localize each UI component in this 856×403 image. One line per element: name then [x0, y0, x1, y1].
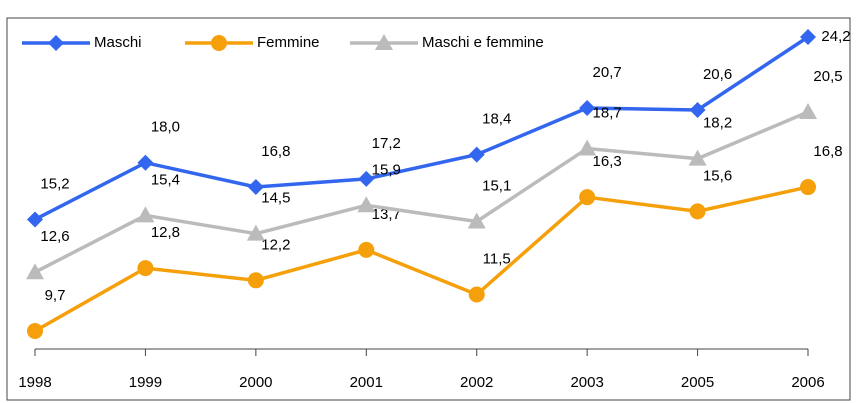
value-label: 16,3 [593, 153, 622, 170]
data-point [247, 272, 264, 289]
data-point [247, 179, 264, 196]
data-point [137, 154, 154, 171]
value-label: 16,8 [813, 143, 842, 160]
value-label: 17,2 [372, 135, 401, 152]
legend-label: Maschi e femmine [422, 34, 544, 51]
data-point [467, 212, 486, 229]
value-label: 11,5 [483, 250, 511, 267]
x-tick-label: 2001 [350, 374, 383, 391]
data-point [800, 29, 816, 45]
value-label: 14,5 [261, 190, 290, 207]
data-point [800, 179, 816, 196]
data-point [689, 101, 706, 118]
data-point [357, 196, 376, 213]
x-tick-label: 2000 [239, 374, 272, 391]
data-point [468, 146, 485, 163]
value-label: 18,2 [703, 115, 732, 132]
data-point [689, 203, 706, 220]
data-point [136, 206, 155, 223]
data-point [799, 103, 817, 120]
value-label: 12,2 [261, 236, 290, 253]
data-point [27, 211, 43, 228]
x-tick-label: 2005 [681, 374, 714, 391]
value-label: 20,6 [703, 66, 732, 83]
value-label: 20,5 [813, 68, 842, 85]
data-point [578, 139, 597, 156]
data-point [579, 189, 596, 206]
legend-label: Femmine [257, 34, 320, 51]
value-label: 9,7 [45, 287, 66, 304]
series-line [34, 185, 809, 333]
x-tick-label: 2006 [791, 374, 824, 391]
legend-marker [48, 35, 64, 51]
x-tick-label: 1999 [129, 374, 162, 391]
value-label: 15,9 [372, 161, 401, 178]
value-label: 12,8 [151, 224, 180, 241]
data-point [26, 263, 44, 280]
data-point [358, 170, 375, 187]
x-tick-label: 2003 [570, 374, 603, 391]
series-line [34, 35, 809, 222]
value-label: 24,2 [821, 28, 850, 45]
value-label: 12,6 [40, 228, 69, 245]
data-point [27, 323, 43, 339]
value-label: 16,8 [261, 143, 290, 160]
data-point [358, 241, 375, 258]
value-label: 18,4 [482, 111, 511, 128]
value-label: 18,0 [151, 119, 180, 136]
data-point [468, 286, 485, 303]
value-label: 15,2 [40, 175, 69, 192]
value-label: 15,4 [151, 171, 180, 188]
legend-marker [211, 35, 227, 51]
data-point [246, 224, 265, 241]
value-label: 18,7 [593, 104, 622, 121]
value-label: 20,7 [593, 64, 622, 81]
value-label: 15,1 [482, 177, 511, 194]
series-line [34, 110, 809, 274]
x-tick-label: 2002 [460, 374, 493, 391]
legend-label: Maschi [94, 34, 142, 51]
data-point [579, 99, 596, 116]
value-label: 15,6 [703, 167, 732, 184]
data-point [137, 260, 154, 277]
data-point [688, 149, 707, 166]
legend-marker [375, 34, 393, 50]
x-tick-label: 1998 [18, 374, 51, 391]
